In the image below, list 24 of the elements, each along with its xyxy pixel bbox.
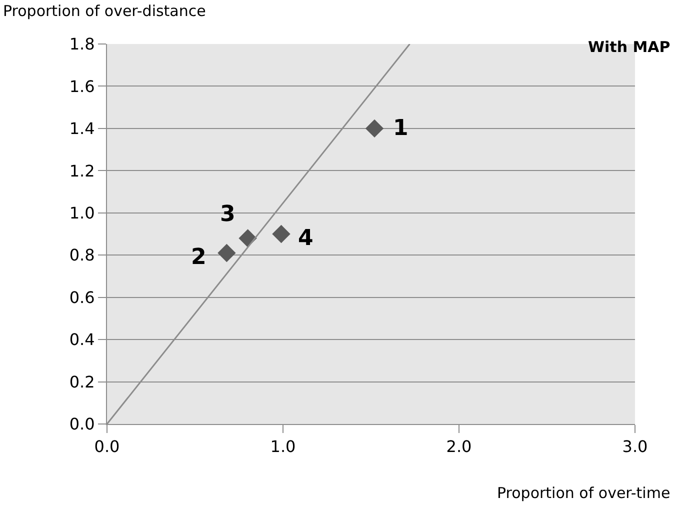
y-tick-label: 1.2: [69, 161, 95, 180]
annotation: 1: [393, 116, 408, 141]
y-tick-label: 0.2: [69, 372, 95, 392]
x-tick-label: 1.0: [270, 437, 296, 456]
annotation: 2: [191, 245, 206, 270]
y-tick-label: 0.8: [69, 246, 95, 265]
y-tick-label: 0.0: [69, 414, 95, 434]
chart-title: With MAP: [588, 38, 670, 56]
annotation: 4: [298, 226, 314, 251]
x-axis-title: Proportion of over-time: [497, 484, 670, 502]
y-tick-label: 1.8: [69, 34, 95, 54]
y-tick-label: 1.6: [69, 76, 95, 96]
y-tick-label: 0.4: [69, 330, 95, 350]
y-tick-label: 0.6: [69, 288, 95, 307]
y-tick-label: 1.0: [69, 203, 95, 222]
point: [272, 224, 290, 244]
x-tick-label: 2.0: [446, 437, 472, 456]
y-tick-label: 1.4: [69, 119, 95, 138]
annotation: 3: [220, 202, 236, 227]
x-tick-label: 3.0: [622, 437, 648, 456]
point: [365, 119, 384, 138]
point: [218, 244, 236, 262]
x-tick-label: 0.0: [94, 437, 120, 456]
y-axis-title: Proportion of over-distance: [3, 2, 206, 20]
